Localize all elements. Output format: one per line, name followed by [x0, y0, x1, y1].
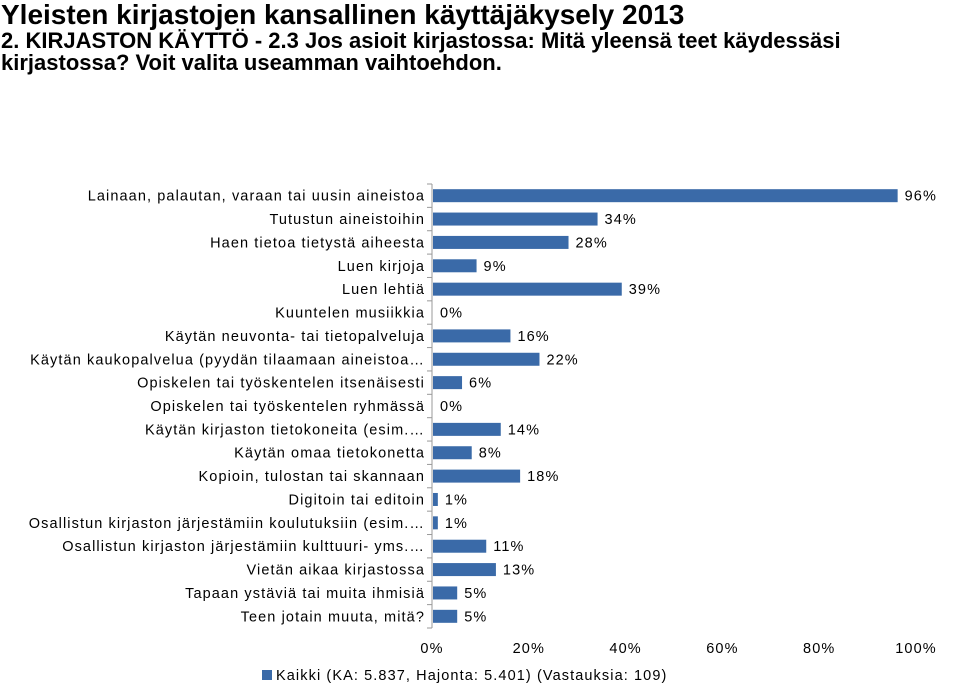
data-bar [433, 563, 496, 577]
x-tick-label: 40% [609, 641, 641, 657]
data-label: 5% [464, 609, 487, 625]
page-title: Yleisten kirjastojen kansallinen käyttäj… [1, 0, 685, 30]
data-label: 0% [440, 306, 463, 322]
category-label: Käytän kirjaston tietokoneita (esim.… [145, 422, 425, 438]
category-label: Tapaan ystäviä tai muita ihmisiä [185, 586, 425, 602]
category-label: Lainaan, palautan, varaan tai uusin aine… [88, 189, 425, 205]
data-bar [433, 376, 463, 390]
data-bar [433, 235, 569, 249]
legend-swatch [262, 670, 272, 680]
data-bar [433, 422, 501, 436]
data-label: 13% [503, 563, 535, 579]
data-bar [433, 492, 438, 506]
category-label: Vietän aikaa kirjastossa [247, 563, 425, 579]
category-label: Opiskelen tai työskentelen itsenäisesti [137, 376, 425, 392]
data-label: 14% [508, 422, 540, 438]
category-label: Käytän kaukopalvelua (pyydän tilaamaan a… [30, 352, 425, 368]
category-label: Opiskelen tai työskentelen ryhmässä [150, 399, 425, 415]
data-label: 8% [479, 446, 502, 462]
data-bar [433, 189, 898, 203]
x-tick-label: 60% [706, 641, 738, 657]
category-label: Kuuntelen musiikkia [275, 306, 425, 322]
data-label: 1% [445, 492, 468, 508]
category-label: Haen tietoa tietystä aiheesta [210, 235, 425, 251]
data-bar [433, 282, 622, 296]
data-label: 16% [517, 329, 549, 345]
data-label: 5% [464, 586, 487, 602]
x-tick-label: 80% [803, 641, 835, 657]
x-tick-label: 100% [895, 641, 937, 657]
data-bar [433, 539, 487, 553]
data-bar [433, 212, 598, 226]
category-label: Luen kirjoja [338, 259, 425, 275]
data-bar [433, 446, 472, 460]
category-label: Käytän omaa tietokonetta [234, 446, 425, 462]
category-label: Tutustun aineistoihin [269, 212, 425, 228]
data-label: 6% [469, 376, 492, 392]
x-tick-label: 0% [420, 641, 443, 657]
data-bar [433, 586, 458, 600]
category-label: Luen lehtiä [342, 282, 425, 298]
data-bar [433, 516, 438, 530]
data-label: 11% [493, 539, 524, 555]
data-label: 28% [576, 235, 608, 251]
data-bar [433, 609, 458, 623]
data-label: 0% [440, 399, 463, 415]
category-label: Teen jotain muuta, mitä? [241, 609, 425, 625]
data-label: 39% [629, 282, 661, 298]
category-label: Kopioin, tulostan tai skannaan [199, 469, 425, 485]
question-subtitle: 2. KIRJASTON KÄYTTÖ - 2.3 Jos asioit kir… [1, 28, 841, 75]
data-label: 18% [527, 469, 559, 485]
category-label: Käytän neuvonta- tai tietopalveluja [165, 329, 425, 345]
category-label: Osallistun kirjaston järjestämiin koulut… [29, 516, 425, 532]
category-label: Digitoin tai editoin [289, 492, 425, 508]
data-bar [433, 329, 511, 343]
data-bar [433, 469, 521, 483]
data-label: 9% [484, 259, 507, 275]
x-tick-label: 20% [513, 641, 545, 657]
data-label: 34% [605, 212, 637, 228]
data-bar [433, 352, 540, 366]
data-label: 22% [546, 352, 578, 368]
data-label: 1% [445, 516, 468, 532]
category-label: Osallistun kirjaston järjestämiin kulttu… [62, 539, 425, 555]
data-label: 96% [905, 189, 937, 205]
data-bar [433, 259, 477, 273]
legend-label: Kaikki (KA: 5.837, Hajonta: 5.401) (Vast… [276, 668, 667, 684]
